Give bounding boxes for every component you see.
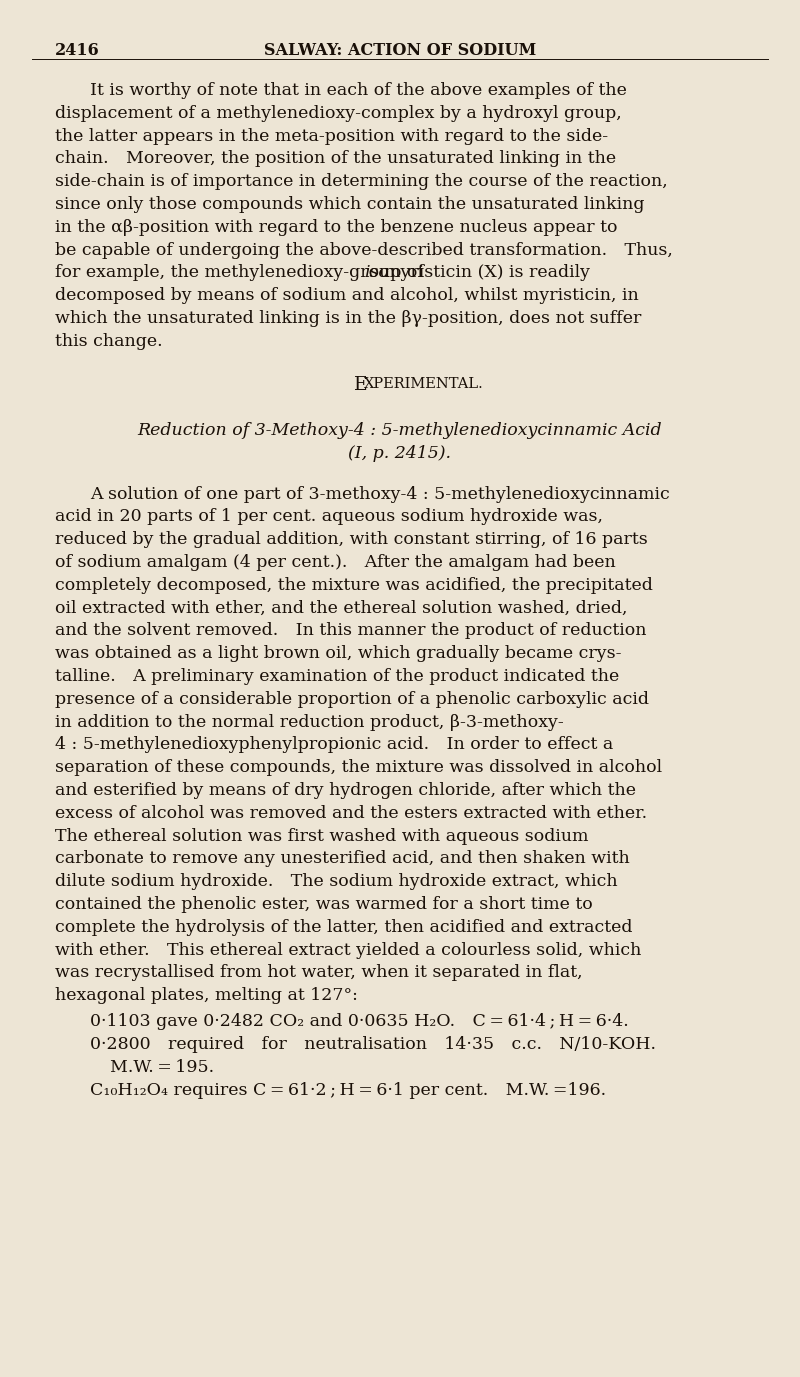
Text: hexagonal plates, melting at 127°:: hexagonal plates, melting at 127°: (55, 987, 358, 1004)
Text: of sodium amalgam (4 per cent.). After the amalgam had been: of sodium amalgam (4 per cent.). After t… (55, 554, 616, 571)
Text: dilute sodium hydroxide. The sodium hydroxide extract, which: dilute sodium hydroxide. The sodium hydr… (55, 873, 618, 890)
Text: It is worthy of note that in each of the above examples of the: It is worthy of note that in each of the… (90, 83, 627, 99)
Text: XPERIMENTAL.: XPERIMENTAL. (364, 377, 484, 391)
Text: E: E (354, 376, 368, 394)
Text: Reduction of 3-Methoxy-4 : 5-methylenedioxycinnamic Acid: Reduction of 3-Methoxy-4 : 5-methylenedi… (138, 421, 662, 439)
Text: A solution of one part of 3-methoxy-4 : 5-methylenedioxycinnamic: A solution of one part of 3-methoxy-4 : … (90, 486, 670, 503)
Text: side-chain is of importance in determining the course of the reaction,: side-chain is of importance in determini… (55, 174, 668, 190)
Text: for example, the methylenedioxy-group of: for example, the methylenedioxy-group of (55, 264, 430, 281)
Text: 4 : 5-methylenedioxyphenylpropionic acid. In order to effect a: 4 : 5-methylenedioxyphenylpropionic acid… (55, 737, 614, 753)
Text: the latter appears in the meta-position with regard to the side-: the latter appears in the meta-position … (55, 128, 608, 145)
Text: be capable of undergoing the above-described transformation. Thus,: be capable of undergoing the above-descr… (55, 241, 673, 259)
Text: 0·2800 required for neutralisation 14·35 c.c. N/10-KOH.: 0·2800 required for neutralisation 14·35… (90, 1036, 656, 1053)
Text: carbonate to remove any unesterified acid, and then shaken with: carbonate to remove any unesterified aci… (55, 851, 630, 868)
Text: was obtained as a light brown oil, which gradually became crys-: was obtained as a light brown oil, which… (55, 646, 622, 662)
Text: presence of a considerable proportion of a phenolic carboxylic acid: presence of a considerable proportion of… (55, 691, 649, 708)
Text: acid in 20 parts of 1 per cent. aqueous sodium hydroxide was,: acid in 20 parts of 1 per cent. aqueous … (55, 508, 603, 526)
Text: C₁₀H₁₂O₄ requires C = 61·2 ; H = 6·1 per cent. M.W. =196.: C₁₀H₁₂O₄ requires C = 61·2 ; H = 6·1 per… (90, 1082, 606, 1099)
Text: reduced by the gradual addition, with constant stirring, of 16 parts: reduced by the gradual addition, with co… (55, 532, 648, 548)
Text: complete the hydrolysis of the latter, then acidified and extracted: complete the hydrolysis of the latter, t… (55, 918, 633, 936)
Text: talline. A preliminary examination of the product indicated the: talline. A preliminary examination of th… (55, 668, 619, 684)
Text: since only those compounds which contain the unsaturated linking: since only those compounds which contain… (55, 196, 645, 213)
Text: The ethereal solution was first washed with aqueous sodium: The ethereal solution was first washed w… (55, 828, 589, 844)
Text: with ether. This ethereal extract yielded a colourless solid, which: with ether. This ethereal extract yielde… (55, 942, 642, 958)
Text: 0·1103 gave 0·2482 CO₂ and 0·0635 H₂O. C = 61·4 ; H = 6·4.: 0·1103 gave 0·2482 CO₂ and 0·0635 H₂O. C… (90, 1013, 629, 1030)
Text: excess of alcohol was removed and the esters extracted with ether.: excess of alcohol was removed and the es… (55, 804, 647, 822)
Text: decomposed by means of sodium and alcohol, whilst myristicin, in: decomposed by means of sodium and alcoho… (55, 288, 638, 304)
Text: this change.: this change. (55, 333, 162, 350)
Text: (I, p. 2415).: (I, p. 2415). (349, 445, 451, 461)
Text: oil extracted with ether, and the ethereal solution washed, dried,: oil extracted with ether, and the ethere… (55, 599, 627, 617)
Text: was recrystallised from hot water, when it separated in flat,: was recrystallised from hot water, when … (55, 964, 582, 982)
Text: contained the phenolic ester, was warmed for a short time to: contained the phenolic ester, was warmed… (55, 896, 593, 913)
Text: which the unsaturated linking is in the βγ-position, does not suffer: which the unsaturated linking is in the … (55, 310, 642, 326)
Text: iso: iso (365, 264, 390, 281)
Text: M.W. = 195.: M.W. = 195. (110, 1059, 214, 1075)
Text: 2416: 2416 (55, 43, 100, 59)
Text: SALWAY: ACTION OF SODIUM: SALWAY: ACTION OF SODIUM (264, 43, 536, 59)
Text: and esterified by means of dry hydrogen chloride, after which the: and esterified by means of dry hydrogen … (55, 782, 636, 799)
Text: chain. Moreover, the position of the unsaturated linking in the: chain. Moreover, the position of the uns… (55, 150, 616, 168)
Text: displacement of a methylenedioxy-complex by a hydroxyl group,: displacement of a methylenedioxy-complex… (55, 105, 622, 121)
Text: and the solvent removed. In this manner the product of reduction: and the solvent removed. In this manner … (55, 622, 646, 639)
Text: in addition to the normal reduction product, β-3-methoxy-: in addition to the normal reduction prod… (55, 713, 564, 731)
Text: myristicin (X) is readily: myristicin (X) is readily (384, 264, 590, 281)
Text: separation of these compounds, the mixture was dissolved in alcohol: separation of these compounds, the mixtu… (55, 759, 662, 777)
Text: in the αβ-position with regard to the benzene nucleus appear to: in the αβ-position with regard to the be… (55, 219, 618, 235)
Text: completely decomposed, the mixture was acidified, the precipitated: completely decomposed, the mixture was a… (55, 577, 653, 593)
